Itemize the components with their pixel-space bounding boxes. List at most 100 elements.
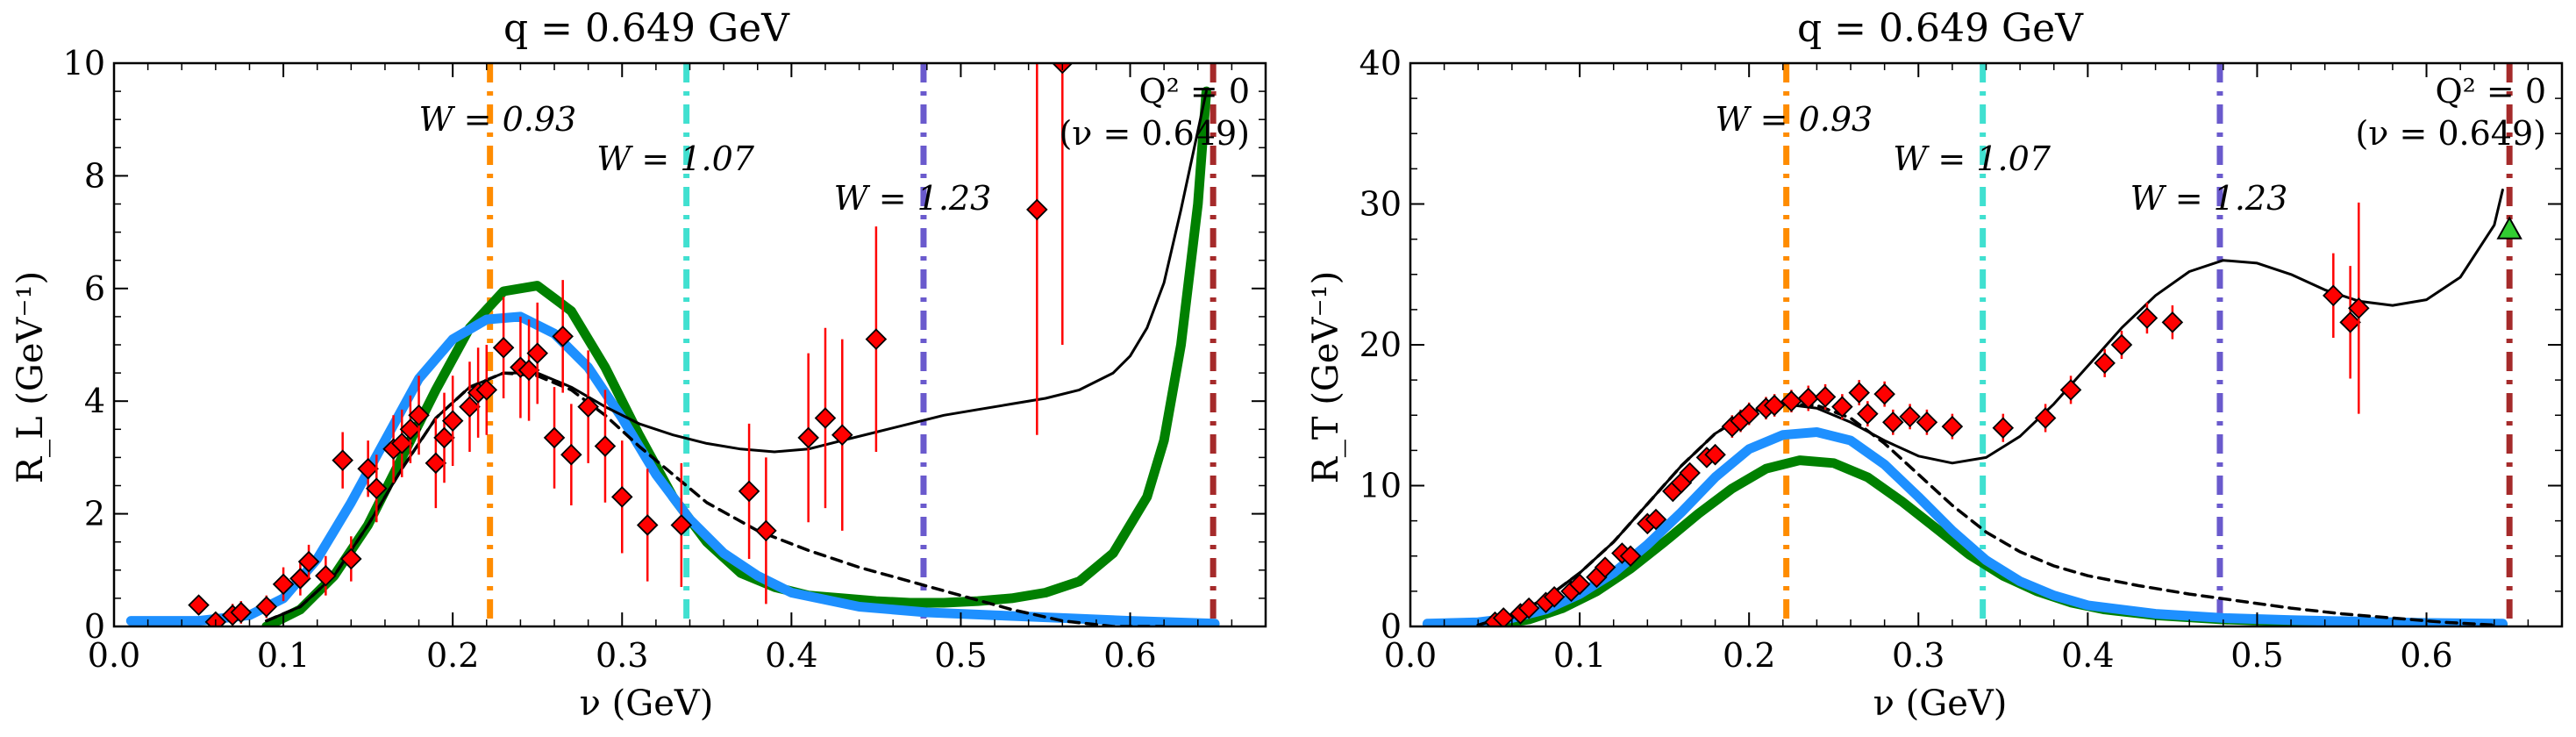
data-point-27 <box>1831 396 1853 418</box>
x-tick-label-4: 0.4 <box>765 636 817 675</box>
x-tick-label-1: 0.1 <box>257 636 310 675</box>
data-point-22 <box>475 379 498 401</box>
x-tick-label-0: 0.0 <box>88 636 140 675</box>
data-point-8 <box>315 564 337 587</box>
panel-right-y-ticks: 0 10 20 30 40 <box>1359 44 2562 646</box>
x-tick-label-6: 0.6 <box>1103 636 1156 675</box>
x-tick-label-2: 0.2 <box>1723 636 1775 675</box>
data-point-23 <box>492 336 515 359</box>
series-thick-blue <box>1422 427 2508 626</box>
data-point-23 <box>1763 394 1786 417</box>
data-point-11 <box>1619 545 1642 568</box>
data-point-34 <box>1941 415 1964 438</box>
data-point-31 <box>1882 411 1904 433</box>
x-tick-label-2: 0.2 <box>426 636 479 675</box>
data-point-25 <box>517 359 540 382</box>
data-point-28 <box>552 326 574 347</box>
data-point-38 <box>814 407 837 429</box>
data-point-4 <box>255 596 278 618</box>
data-point-32 <box>610 486 633 508</box>
y-tick-label-1: 2 <box>84 495 105 533</box>
x-tick-label-4: 0.4 <box>2061 636 2114 675</box>
x-tick-label-3: 0.3 <box>1892 636 1944 675</box>
w-label-0: W = 0.93 <box>1716 100 1873 139</box>
data-point-40 <box>865 328 888 350</box>
x-tick-label-5: 0.5 <box>934 636 987 675</box>
photon-point-marker <box>2496 216 2522 240</box>
y-tick-label-4: 40 <box>1359 44 1402 82</box>
data-point-15 <box>399 419 422 440</box>
data-point-5 <box>1543 586 1566 608</box>
x-tick-label-6: 0.6 <box>2400 636 2452 675</box>
y-tick-label-2: 20 <box>1359 326 1402 364</box>
data-point-41 <box>2161 311 2184 333</box>
data-point-39 <box>831 424 853 446</box>
y-tick-label-1: 10 <box>1359 467 1402 505</box>
data-point-6 <box>289 568 311 590</box>
data-point-30 <box>1873 383 1895 405</box>
data-point-11 <box>357 457 379 480</box>
y-tick-label-0: 0 <box>1381 607 1402 646</box>
data-point-10 <box>340 547 362 570</box>
data-point-9 <box>332 449 353 471</box>
y-tick-label-0: 0 <box>84 607 105 646</box>
data-point-32 <box>1899 405 1921 428</box>
data-point-17 <box>425 452 447 475</box>
data-point-20 <box>459 396 481 418</box>
plot-content <box>1422 63 2513 626</box>
data-point-7 <box>297 550 320 573</box>
data-point-7 <box>1568 573 1591 596</box>
data-point-28 <box>1848 382 1870 404</box>
data-point-35 <box>1992 417 2015 439</box>
data-point-19 <box>441 410 464 432</box>
panel-left-y-ticks: 0 2 4 6 8 10 <box>63 44 1266 646</box>
x-tick-label-5: 0.5 <box>2230 636 2283 675</box>
panel-left-x-ticks: 0.0 0.1 0.2 0.3 0.4 0.5 0.6 <box>88 63 1267 675</box>
w-label-2: W = 1.23 <box>2130 179 2288 218</box>
data-point-43 <box>2339 311 2361 333</box>
panel-left-y-label: R_L (GeV⁻¹) <box>11 271 51 483</box>
data-point-16 <box>1679 462 1701 484</box>
data-point-16 <box>408 404 430 426</box>
panel-left-title: q = 0.649 GeV <box>503 6 790 51</box>
data-point-3 <box>230 601 253 624</box>
data-point-26 <box>1814 386 1837 408</box>
data-point-26 <box>526 342 548 364</box>
y-tick-label-4: 8 <box>84 156 105 195</box>
data-point-24 <box>1780 390 1802 412</box>
x-tick-label-3: 0.3 <box>596 636 648 675</box>
corner-label-0: Q² = 0 <box>1138 72 1250 111</box>
panel-left: q = 0.649 GeV W = 0.93 W = 1.07 W = 1.23 Q²… <box>11 6 1267 724</box>
series-thin-black <box>265 89 1208 623</box>
data-point-36 <box>755 519 777 542</box>
data-point-39 <box>2110 333 2133 356</box>
y-tick-label-3: 6 <box>84 269 105 308</box>
panel-right: q = 0.649 GeV W = 0.93 W = 1.07 W = 1.23 Q²… <box>1306 6 2564 724</box>
data-point-29 <box>1857 403 1879 425</box>
x-tick-label-1: 0.1 <box>1553 636 1606 675</box>
data-point-0 <box>188 594 210 616</box>
y-tick-label-5: 10 <box>63 44 105 82</box>
panel-right-plot-area: W = 0.93 W = 1.07 W = 1.23 Q² = 0(ν = 0.649… <box>1409 61 2564 628</box>
w-label-0: W = 0.93 <box>419 100 577 139</box>
data-point-34 <box>670 514 693 536</box>
corner-label-0: Q² = 0 <box>2435 72 2546 111</box>
data-point-3 <box>1517 597 1540 619</box>
data-point-29 <box>560 443 582 466</box>
series-thin-black <box>1476 188 2504 626</box>
data-point-40 <box>2136 307 2159 329</box>
data-point-5 <box>272 573 295 596</box>
data-point-41 <box>1026 198 1048 221</box>
panel-right-x-ticks: 0.0 0.1 0.2 0.3 0.4 0.5 0.6 <box>1384 63 2563 675</box>
data-point-37 <box>797 426 819 449</box>
data-point-30 <box>577 396 599 418</box>
y-tick-label-2: 4 <box>84 382 105 420</box>
panel-right-y-label: R_T (GeV⁻¹) <box>1306 271 1346 483</box>
w-label-1: W = 1.07 <box>1893 140 2051 178</box>
data-point-18 <box>1704 443 1726 466</box>
x-tick-label-0: 0.0 <box>1384 636 1437 675</box>
data-point-33 <box>636 514 659 536</box>
data-point-27 <box>543 426 566 449</box>
data-point-33 <box>1916 411 1938 433</box>
